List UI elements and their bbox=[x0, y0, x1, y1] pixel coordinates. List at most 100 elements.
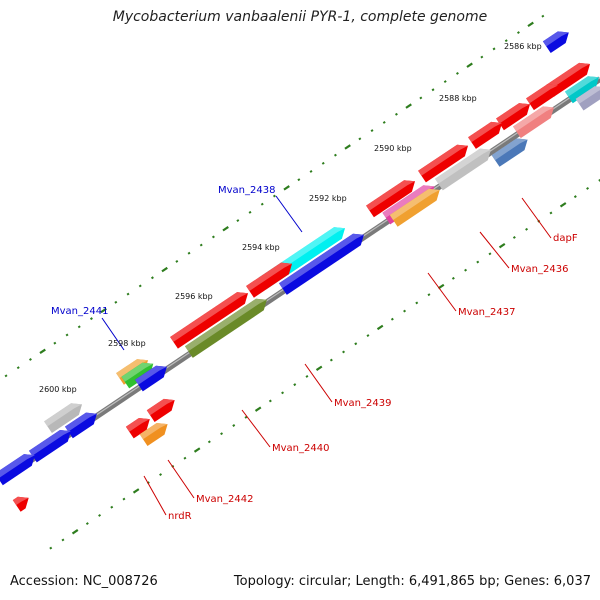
gene-arrow-teal-a-highlight bbox=[565, 76, 599, 97]
outer-tick bbox=[443, 80, 447, 84]
outer-tick bbox=[382, 121, 386, 124]
outer-tick bbox=[504, 39, 508, 43]
gene-label-mvan-2438: Mvan_2438 bbox=[218, 185, 275, 196]
inner-tick bbox=[293, 383, 297, 387]
inner-tick bbox=[315, 365, 323, 371]
outer-tick bbox=[283, 185, 290, 191]
inner-tick bbox=[415, 301, 419, 305]
outer-tick bbox=[297, 178, 301, 182]
outer-tick bbox=[28, 358, 32, 361]
leader-mvan-2442 bbox=[167, 459, 195, 499]
inner-tick bbox=[390, 317, 394, 321]
leader-mvan-2438 bbox=[275, 195, 303, 233]
outer-tick bbox=[333, 153, 337, 157]
gene-features bbox=[0, 31, 600, 512]
gene-arrow-grey-a-highlight bbox=[575, 86, 600, 104]
outer-tick bbox=[358, 137, 362, 141]
ruler-label-2596: 2596 kbp bbox=[175, 292, 213, 301]
outer-tick bbox=[89, 317, 93, 321]
ruler-label-2598: 2598 kbp bbox=[108, 339, 146, 348]
labels: 2586 kbp 2588 kbp 2590 kbp 2592 kbp 2594… bbox=[39, 42, 578, 522]
gene-label-mvan-2436: Mvan_2436 bbox=[511, 264, 568, 275]
gene-arrow-rev-h bbox=[146, 398, 175, 422]
leader-dapf bbox=[521, 197, 552, 239]
outer-tick bbox=[77, 325, 81, 329]
gene-arrow-nrdr bbox=[139, 423, 168, 446]
outer-tick bbox=[492, 47, 496, 51]
gene-arrow-rev-e-highlight bbox=[418, 144, 468, 176]
ruler-label-2600: 2600 kbp bbox=[39, 385, 77, 394]
inner-tick bbox=[451, 276, 455, 280]
outer-tick bbox=[4, 374, 8, 378]
gene-arrow-rev-f bbox=[366, 180, 415, 218]
inner-tick bbox=[132, 488, 140, 494]
inner-tick bbox=[403, 309, 407, 313]
inner-tick bbox=[207, 440, 211, 444]
leader-mvan-2436 bbox=[479, 231, 510, 269]
accession-text: Accession: NC_008726 bbox=[10, 574, 158, 589]
outer-tick bbox=[309, 170, 313, 173]
inner-tick bbox=[549, 211, 553, 215]
inner-tick bbox=[244, 415, 248, 419]
gene-arrow-mvan-2437-orange-highlight bbox=[389, 188, 440, 220]
gene-arrow-dapf-highlight bbox=[513, 106, 554, 132]
outer-tick bbox=[466, 62, 473, 68]
ruler-label-2594: 2594 kbp bbox=[242, 243, 280, 252]
gene-arrow-mvan-2436 bbox=[435, 148, 491, 191]
gene-arrow-mvan-2440 bbox=[185, 298, 267, 358]
outer-tick bbox=[516, 31, 520, 34]
gene-arrow-blue-dapf-highlight bbox=[491, 138, 528, 161]
outer-tick bbox=[53, 341, 57, 345]
gene-arrow-fwd-top bbox=[542, 31, 569, 53]
inner-tick bbox=[366, 334, 370, 338]
outer-tick bbox=[370, 129, 374, 133]
inner-tick bbox=[573, 195, 577, 199]
outer-tick bbox=[199, 243, 203, 247]
outer-tick bbox=[248, 210, 252, 214]
inner-tick bbox=[71, 529, 79, 535]
gene-arrow-mvan-2441-green-highlight bbox=[121, 362, 154, 382]
gene-arrow-fwd-top-highlight bbox=[542, 31, 569, 47]
outer-tick bbox=[419, 96, 423, 100]
outer-tick bbox=[272, 194, 276, 198]
inner-tick bbox=[586, 187, 590, 190]
gene-arrow-rev-f-highlight bbox=[366, 180, 415, 211]
inner-tick bbox=[159, 473, 163, 476]
outer-tick bbox=[187, 251, 191, 255]
inner-tick bbox=[254, 406, 262, 412]
outer-tick bbox=[455, 71, 459, 75]
inner-tick bbox=[464, 268, 468, 272]
gene-arrow-dapf bbox=[513, 106, 554, 139]
inner-tick bbox=[61, 538, 65, 542]
outer-tick bbox=[39, 348, 46, 355]
gene-arrow-mvan-2441-green bbox=[121, 362, 154, 389]
gene-arrow-mvan-2440-highlight bbox=[185, 298, 267, 352]
leader-mvan-2437 bbox=[427, 272, 457, 312]
outer-tick bbox=[541, 14, 545, 18]
inner-tick bbox=[281, 391, 285, 395]
outer-tick bbox=[222, 226, 229, 232]
ruler-label-2592: 2592 kbp bbox=[309, 194, 347, 203]
outer-tick bbox=[405, 103, 412, 109]
outer-tick bbox=[527, 21, 534, 28]
gene-label-mvan-2440: Mvan_2440 bbox=[272, 443, 329, 454]
gene-arrow-fwd-mid-highlight bbox=[279, 233, 364, 289]
gene-arrow-grey-2600-highlight bbox=[44, 403, 82, 427]
outer-tick bbox=[16, 366, 20, 370]
ruler-ticks bbox=[4, 14, 600, 550]
inner-tick bbox=[476, 260, 480, 264]
gene-arrow-teal-a bbox=[565, 76, 599, 104]
leader-mvan-2440 bbox=[241, 409, 271, 448]
gene-arrow-fwd-c-highlight bbox=[0, 454, 35, 478]
gene-arrow-rev-b-highlight bbox=[526, 84, 558, 104]
inner-tick bbox=[232, 424, 236, 427]
genome-title: Mycobacterium vanbaalenii PYR-1, complet… bbox=[112, 9, 488, 25]
inner-tick bbox=[354, 342, 358, 346]
inner-tick bbox=[122, 497, 126, 501]
gene-arrow-fwd-2600 bbox=[65, 412, 97, 439]
inner-tick bbox=[305, 375, 309, 378]
outer-tick bbox=[260, 202, 264, 206]
inner-tick bbox=[559, 202, 567, 208]
leader-mvan-2441 bbox=[101, 317, 125, 351]
